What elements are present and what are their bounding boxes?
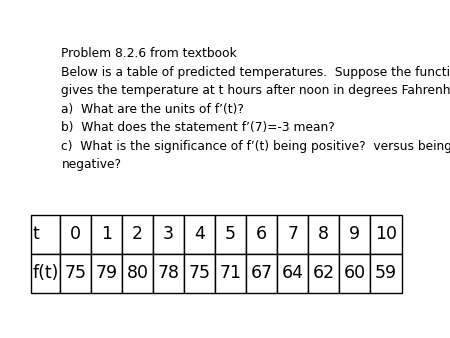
Text: Problem 8.2.6 from textbook
Below is a table of predicted temperatures.  Suppose: Problem 8.2.6 from textbook Below is a t…	[62, 47, 450, 171]
